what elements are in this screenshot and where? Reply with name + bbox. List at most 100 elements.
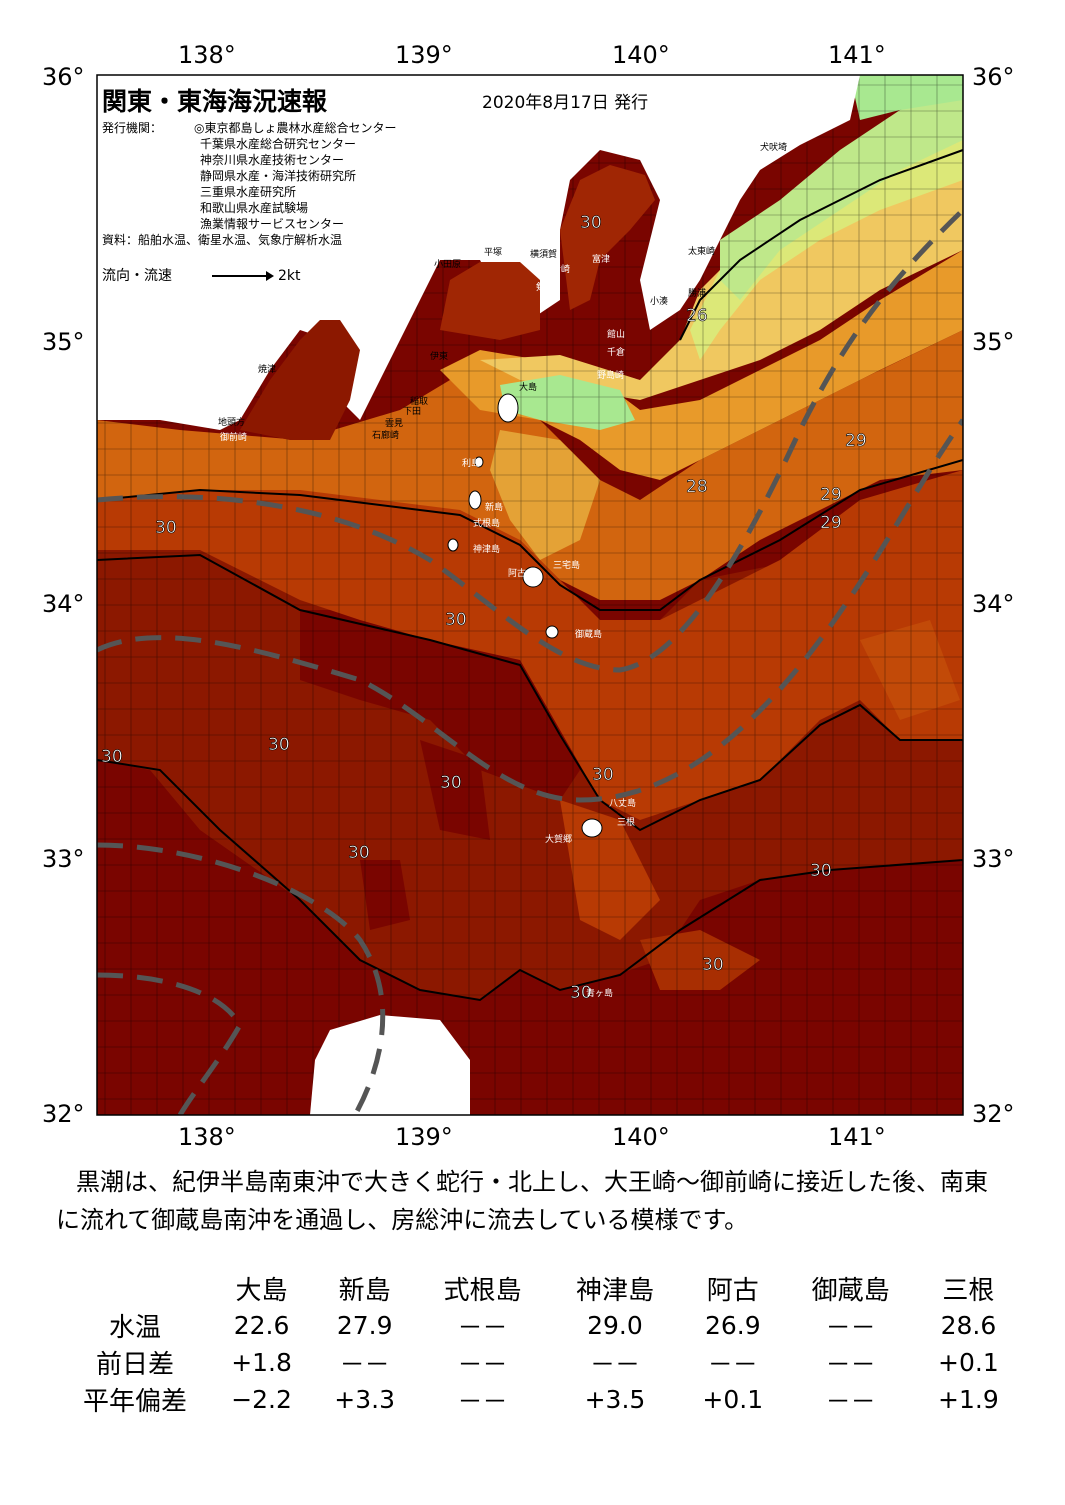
temp-label: 30 [702,955,724,975]
issuer-name: 静岡県水産・海洋技術研究所 [200,169,357,183]
issuer-name: ◎東京都島しょ農林水産総合センター [194,121,397,135]
table-cell: 26.9 [704,1311,761,1340]
place-name: 千倉 [607,346,625,358]
table-cell: +1.9 [938,1385,999,1414]
place-name: 式根島 [473,517,500,529]
place-name: 伊東 [430,350,448,362]
table-cell: －－ [825,1386,876,1416]
place-name: 御蔵島 [575,628,602,640]
lat-label-right-36: 36° [972,63,1015,91]
lon-label-top-139: 139° [395,41,453,69]
temperature-labels: 30 26 29 28 29 29 30 30 30 30 30 30 30 3… [101,213,867,1004]
table-cell: 27.9 [336,1311,393,1340]
table-cell: －－ [825,1312,876,1342]
place-name: 下田 [403,406,421,417]
temp-label: 28 [686,477,708,497]
lat-label-left-32: 32° [42,1100,85,1128]
place-name: 地頭方 [218,416,245,428]
table-cell: +0.1 [938,1348,999,1377]
lat-label-right-32: 32° [972,1100,1015,1128]
sea-temperature-map: 138° 139° 140° 141° 138° 139° 140° 141° … [42,41,1015,1151]
place-name: 青ヶ島 [586,987,613,999]
place-name: 阿古 [508,567,526,579]
station-header: 大島 [235,1276,288,1306]
table-cell: 22.6 [233,1311,290,1340]
flow-scale-value: 2kt [278,268,301,284]
temp-label: 30 [155,518,177,538]
map-svg: 138° 139° 140° 141° 138° 139° 140° 141° … [42,41,1015,1151]
place-name: 大賀郷 [545,833,572,845]
place-name: 小田原 [434,259,461,270]
issuer-name: 神奈川県水産技術センター [200,153,345,167]
table-cell: −2.2 [231,1385,292,1414]
flow-arrow-icon [212,271,274,281]
place-name: 剱崎 [536,281,554,293]
place-name: 小湊 [650,295,668,307]
issuer-name: 三重県水産研究所 [200,185,297,199]
lon-label-top-140: 140° [612,41,670,69]
issuer-label: 発行機関： [102,121,163,135]
temp-label: 30 [810,861,832,881]
lon-label-bottom-140: 140° [612,1123,670,1150]
table-cell: +1.8 [231,1348,292,1377]
table-cell: －－ [339,1349,390,1379]
place-name: 勝浦 [688,287,706,299]
table-cell: －－ [457,1312,508,1342]
lat-label-right-35: 35° [972,328,1015,356]
issue-date: 2020年8月17日 発行 [482,93,649,113]
row-label: 平年偏差 [82,1387,187,1417]
issuer-name: 千葉県水産総合研究センター [200,137,357,151]
summary-paragraph: 黒潮は、紀伊半島南東沖で大きく蛇行・北上し、大王崎～御前崎に接近した後、南東に流… [56,1168,988,1234]
table-cell: －－ [825,1349,876,1379]
temp-label: 30 [580,213,602,233]
table-row: 前日差 +1.8 －－ －－ －－ －－ －－ +0.1 [60,1344,1020,1381]
lon-label-bottom-141: 141° [828,1123,886,1150]
flow-scale-legend: 流向・流速 2kt [102,265,301,285]
station-header: 三根 [942,1276,995,1306]
place-name: 石廊崎 [372,429,399,441]
place-name: 野島崎 [597,369,624,381]
lat-label-right-34: 34° [972,590,1015,618]
temp-label: 29 [845,431,867,451]
kuroshio-axis [97,208,963,1115]
place-name: 三根 [617,816,635,828]
place-name: 御前崎 [220,431,247,443]
issuer-name: 漁業情報サービスセンター [200,217,345,231]
place-name: 雲見 [385,418,403,429]
place-name: 神津島 [473,543,500,555]
temp-label: 30 [101,747,123,767]
temp-label: 30 [592,765,614,785]
temp-label: 30 [268,735,290,755]
table-cell: +3.5 [584,1385,646,1414]
station-header: 神津島 [575,1276,654,1306]
place-name: 大島 [519,381,537,393]
issuer-name: 和歌山県水産試験場 [200,201,309,215]
lat-label-left-35: 35° [42,328,85,356]
temp-label: 30 [570,983,592,1003]
isotherm-lines [97,149,963,1002]
lon-label-top-141: 141° [828,41,886,69]
temp-label: 30 [440,773,462,793]
table-cell: －－ [589,1349,640,1379]
temp-label: 30 [348,843,370,863]
flow-label: 流向・流速 [102,268,172,284]
station-header: 阿古 [706,1276,759,1306]
place-name: 観音崎 [543,263,570,275]
row-label: 水温 [108,1313,161,1343]
table-cell: －－ [457,1349,508,1379]
place-name: 利島 [462,457,480,469]
station-table: 大島 新島 式根島 神津島 阿古 御蔵島 三根 水温 22.6 27.9 －－ … [60,1270,1020,1418]
row-label: 前日差 [95,1350,174,1380]
temp-label: 29 [820,485,842,505]
table-cell: 28.6 [940,1311,997,1340]
place-name: 横須賀 [530,248,557,260]
temp-label: 29 [820,513,842,533]
station-header: 式根島 [443,1276,522,1306]
lat-label-right-33: 33° [972,845,1015,873]
table-cell: －－ [707,1349,758,1379]
place-name: 富津 [592,253,610,265]
place-name: 犬吠埼 [760,141,787,153]
place-name: 稲取 [410,395,428,407]
lon-label-bottom-139: 139° [395,1123,453,1150]
map-title: 関東・東海海況速報 [102,87,328,116]
